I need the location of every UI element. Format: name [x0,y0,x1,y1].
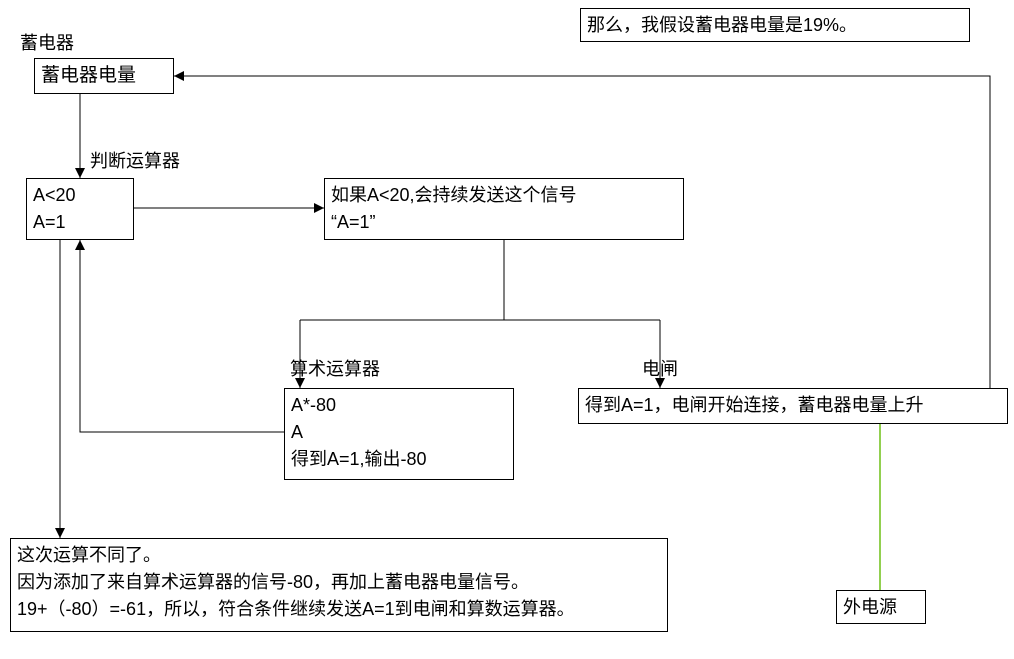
signal-note-box: 如果A<20,会持续发送这个信号 “A=1” [324,178,684,240]
arith-line2: A [291,419,507,446]
decision-box: A<20 A=1 [26,178,134,240]
decision-heading: 判断运算器 [90,148,180,175]
explanation-box: 这次运算不同了。 因为添加了来自算术运算器的信号-80，再加上蓄电器电量信号。 … [10,538,668,632]
battery-level-box: 蓄电器电量 [34,58,174,94]
battery-level-text: 蓄电器电量 [41,65,136,86]
arith-heading-text: 算术运算器 [290,359,380,379]
explanation-line2: 因为添加了来自算术运算器的信号-80，再加上蓄电器电量信号。 [17,569,661,596]
switch-box-text: 得到A=1，电闸开始连接，蓄电器电量上升 [585,395,924,415]
ext-power-text: 外电源 [843,597,897,617]
switch-heading: 电闸 [642,356,678,383]
explanation-line3: 19+（-80）=-61，所以，符合条件继续发送A=1到电闸和算数运算器。 [17,596,661,623]
decision-heading-text: 判断运算器 [90,151,180,171]
battery-heading: 蓄电器 [20,30,74,57]
ext-power-box: 外电源 [836,590,926,624]
arith-heading: 算术运算器 [290,356,380,383]
callout-assumption-text: 那么，我假设蓄电器电量是19%。 [587,15,857,35]
arith-line1: A*-80 [291,392,507,419]
callout-assumption: 那么，我假设蓄电器电量是19%。 [580,8,970,42]
arith-box: A*-80 A 得到A=1,输出-80 [284,388,514,480]
battery-heading-text: 蓄电器 [20,33,74,53]
arith-line3: 得到A=1,输出-80 [291,446,507,473]
decision-line2: A=1 [33,209,127,236]
decision-line1: A<20 [33,182,127,209]
edge-arith-back-to-decision [80,240,284,432]
switch-box: 得到A=1，电闸开始连接，蓄电器电量上升 [578,388,1008,424]
signal-note-line2: “A=1” [331,209,677,236]
signal-note-line1: 如果A<20,会持续发送这个信号 [331,182,677,209]
explanation-line1: 这次运算不同了。 [17,542,661,569]
switch-heading-text: 电闸 [642,359,678,379]
